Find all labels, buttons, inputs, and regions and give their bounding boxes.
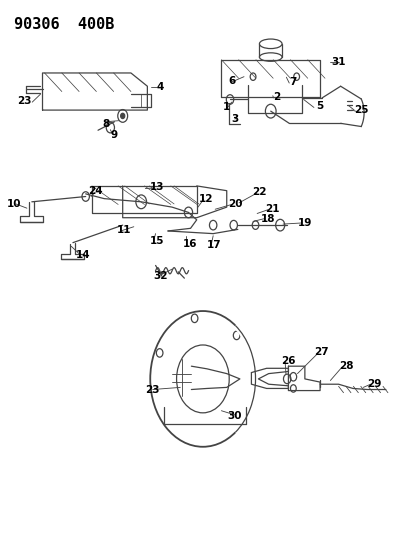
Text: 6: 6 bbox=[228, 76, 235, 86]
Text: 31: 31 bbox=[330, 58, 345, 67]
Text: 13: 13 bbox=[149, 182, 164, 192]
Text: 21: 21 bbox=[264, 204, 278, 214]
Text: 28: 28 bbox=[338, 361, 352, 371]
Text: 9: 9 bbox=[111, 130, 118, 140]
Text: 30: 30 bbox=[227, 411, 242, 421]
Text: 90306  400B: 90306 400B bbox=[14, 17, 114, 33]
Text: 1: 1 bbox=[223, 102, 230, 112]
Text: 25: 25 bbox=[353, 105, 368, 115]
Text: 12: 12 bbox=[199, 193, 213, 204]
Text: 10: 10 bbox=[7, 199, 21, 209]
Text: 24: 24 bbox=[88, 186, 102, 196]
Text: 3: 3 bbox=[231, 114, 238, 124]
Text: 23: 23 bbox=[17, 96, 31, 106]
Text: 4: 4 bbox=[156, 82, 163, 92]
Text: 18: 18 bbox=[260, 214, 275, 224]
Text: 20: 20 bbox=[227, 199, 242, 209]
Text: 26: 26 bbox=[280, 356, 295, 366]
Text: 23: 23 bbox=[145, 384, 159, 394]
Text: 5: 5 bbox=[316, 101, 323, 111]
Text: 11: 11 bbox=[116, 225, 131, 236]
Text: 17: 17 bbox=[206, 240, 221, 251]
Text: 29: 29 bbox=[367, 379, 381, 389]
Text: 8: 8 bbox=[102, 119, 109, 130]
Text: 16: 16 bbox=[182, 239, 197, 249]
Text: 15: 15 bbox=[149, 236, 164, 246]
Circle shape bbox=[120, 114, 124, 118]
Text: 19: 19 bbox=[297, 218, 311, 228]
Text: 27: 27 bbox=[313, 348, 328, 358]
Text: 22: 22 bbox=[252, 187, 266, 197]
Text: 2: 2 bbox=[273, 92, 280, 102]
Text: 7: 7 bbox=[289, 77, 296, 87]
Text: 32: 32 bbox=[153, 271, 168, 281]
Text: 14: 14 bbox=[75, 250, 90, 260]
